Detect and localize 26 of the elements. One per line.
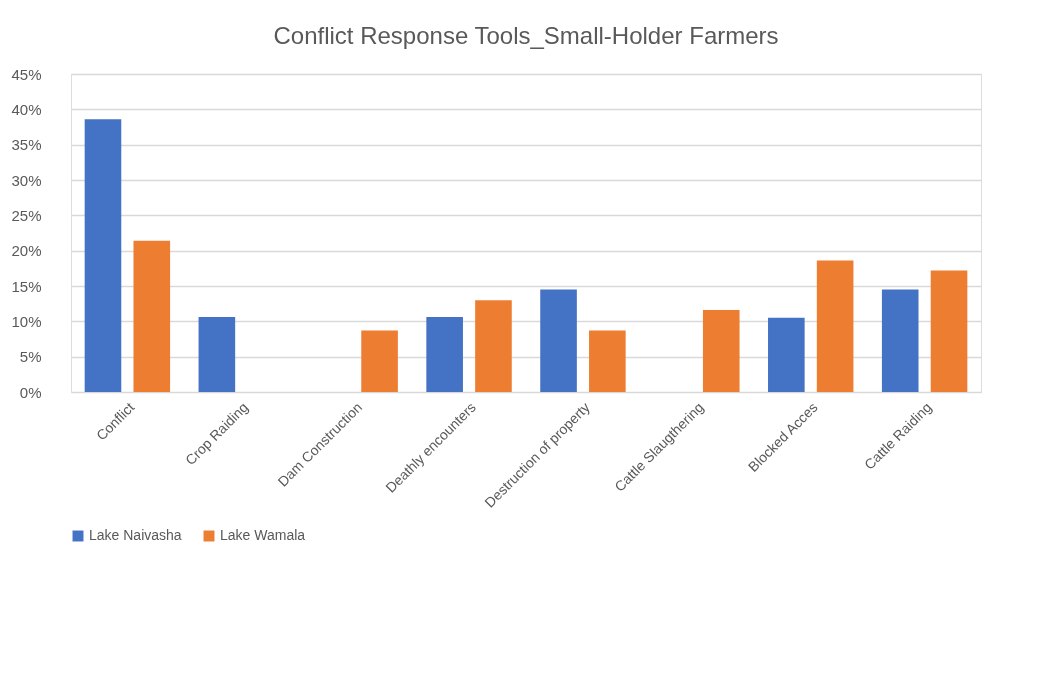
y-tick-label: 0% — [19, 383, 42, 401]
bar — [930, 270, 968, 392]
y-tick-label: 45% — [11, 65, 42, 83]
y-tick-label: 30% — [11, 171, 42, 189]
bar — [133, 240, 171, 392]
bar — [768, 317, 805, 392]
y-tick-label: 35% — [11, 136, 42, 154]
bar — [475, 300, 512, 392]
bar — [589, 330, 626, 392]
bar — [816, 260, 854, 392]
bar — [361, 330, 398, 392]
y-tick-label: 5% — [19, 348, 42, 366]
bar — [84, 119, 122, 392]
bar — [540, 289, 577, 392]
bar — [881, 289, 919, 392]
legend-label: Lake Wamala — [220, 527, 306, 543]
y-tick-label: 40% — [11, 100, 42, 118]
bar — [198, 317, 236, 392]
y-tick-label: 10% — [11, 312, 42, 330]
y-tick-label: 20% — [11, 242, 42, 260]
bar — [426, 317, 463, 392]
chart-title: Conflict Response Tools_Small-Holder Farmers — [273, 22, 779, 49]
legend-label: Lake Naivasha — [89, 527, 182, 543]
bar — [702, 310, 740, 392]
y-tick-label: 25% — [11, 206, 42, 224]
y-tick-label: 15% — [11, 277, 42, 295]
